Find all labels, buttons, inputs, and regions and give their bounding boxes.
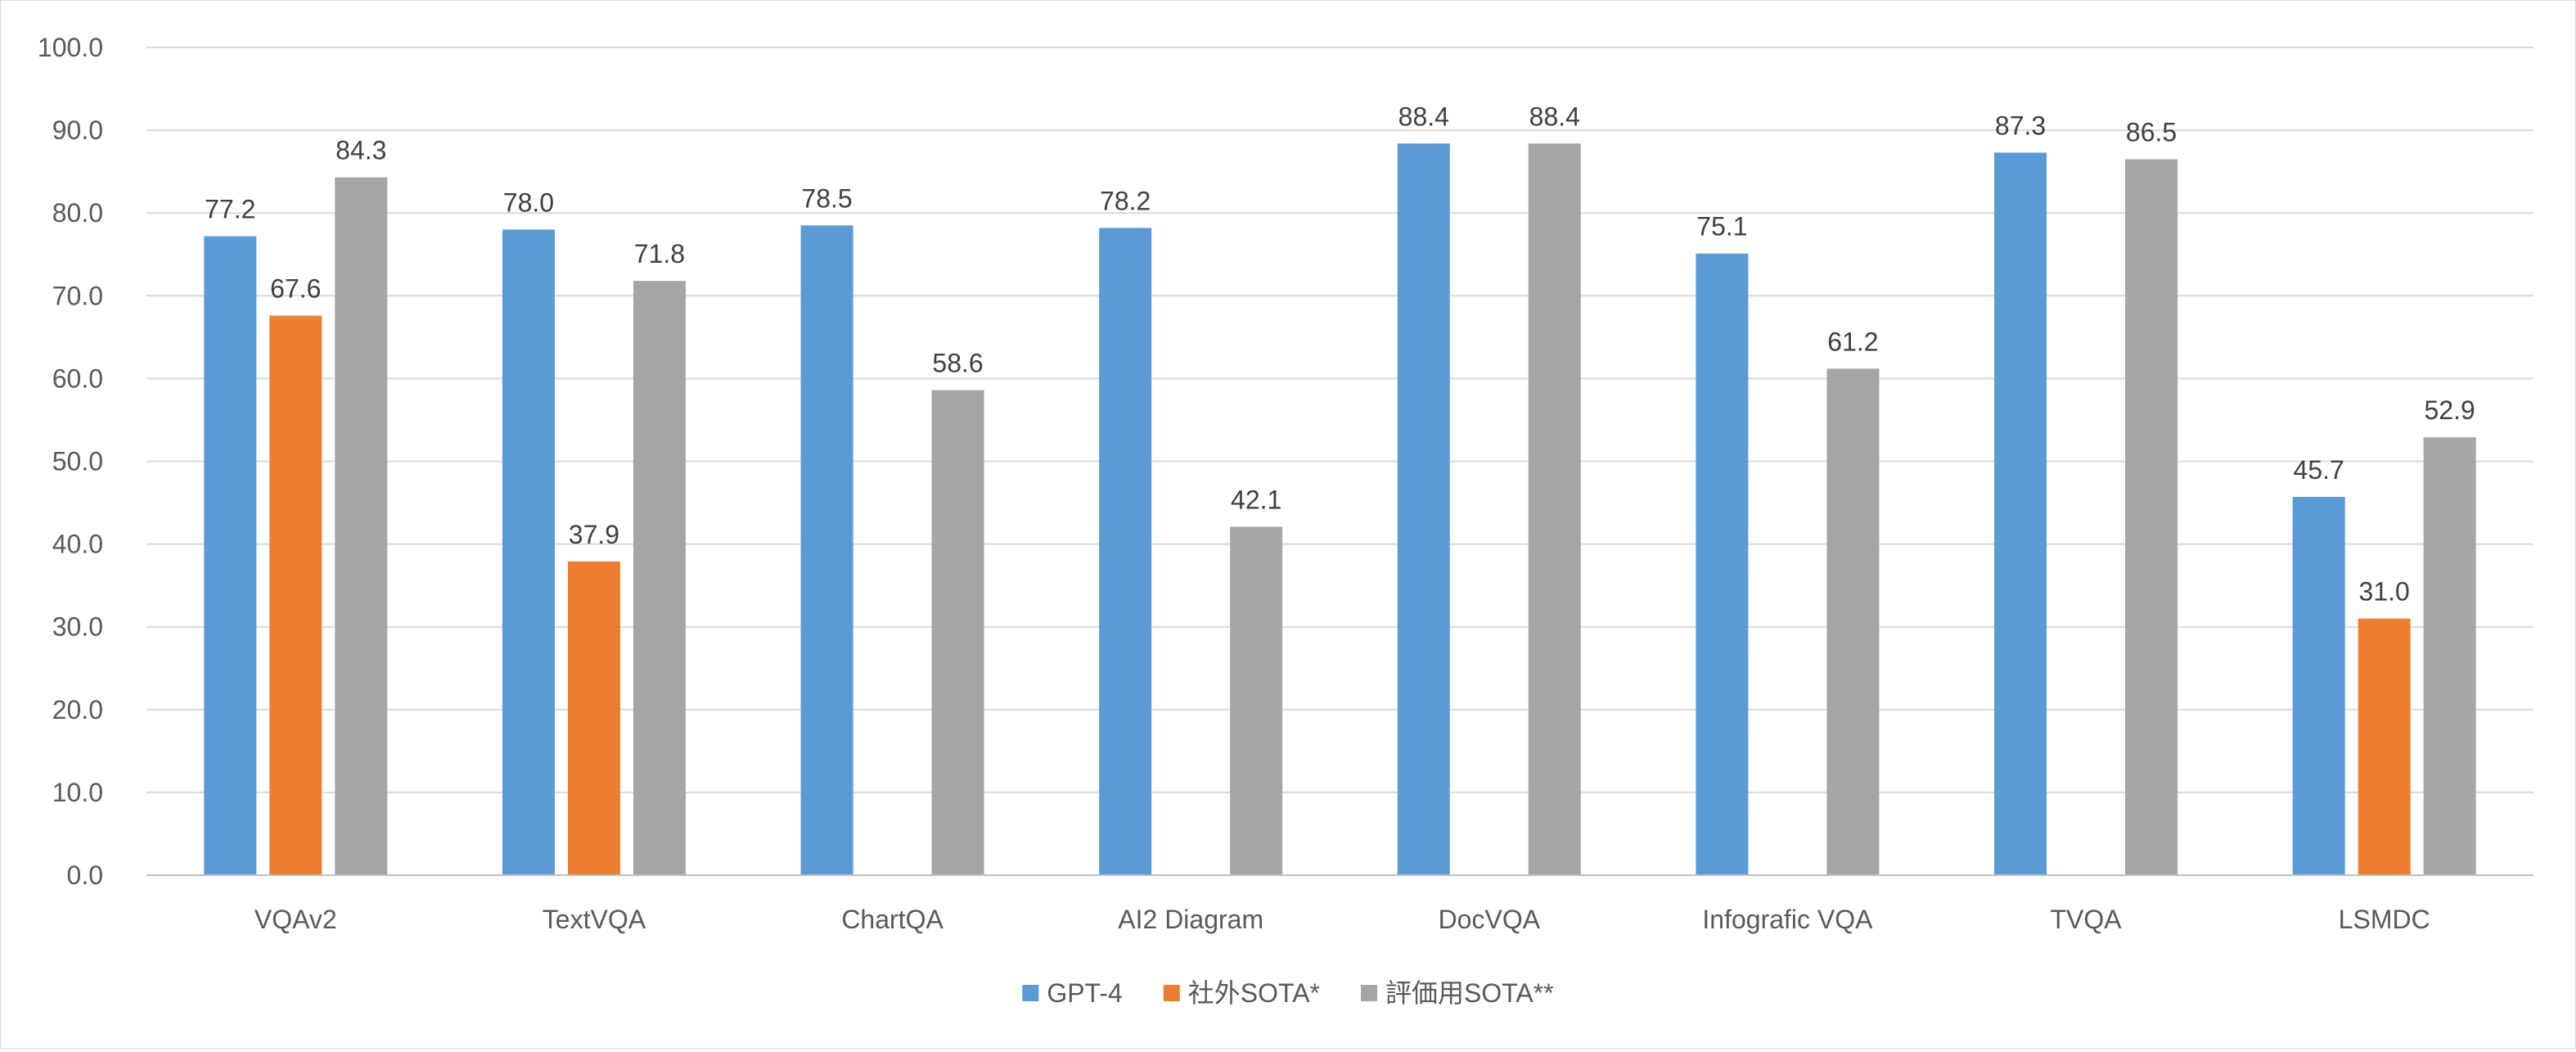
x-tick-label: TVQA <box>2051 905 2123 934</box>
data-label: 88.4 <box>1529 102 1580 131</box>
x-tick-label: Infografic VQA <box>1702 905 1873 934</box>
bar <box>1397 143 1450 875</box>
bar <box>1099 228 1152 875</box>
y-tick-label: 100.0 <box>38 33 103 62</box>
legend-swatch <box>1163 985 1180 1001</box>
x-tick-label: VQAv2 <box>254 905 337 934</box>
bar <box>931 390 984 876</box>
y-tick-label: 80.0 <box>52 198 103 228</box>
bar <box>2125 159 2178 876</box>
bar <box>1528 143 1581 875</box>
y-tick-label: 50.0 <box>52 447 103 476</box>
y-tick-label: 30.0 <box>52 612 103 642</box>
y-tick-label: 90.0 <box>52 115 103 145</box>
bar <box>335 177 388 876</box>
data-label: 67.6 <box>270 274 321 304</box>
bar <box>567 561 620 875</box>
y-axis: 0.0 10.0 20.0 30.0 40.0 50.0 60.0 70.0 80.0 90.0 1… <box>38 33 103 890</box>
data-labels: 77.2 67.6 84.3 78.0 37.9 71.8 78.5 58.6 78.2 42.1… <box>205 102 2475 606</box>
legend-label: 評価用SOTA** <box>1385 978 1554 1008</box>
bar <box>2292 496 2345 875</box>
data-label: 78.5 <box>801 183 852 213</box>
legend-label: 社外SOTA* <box>1188 978 1320 1008</box>
data-label: 88.4 <box>1398 102 1449 131</box>
data-label: 87.3 <box>1995 111 2046 140</box>
bar <box>1826 368 1880 875</box>
x-tick-label: ChartQA <box>841 905 943 934</box>
data-label: 37.9 <box>569 520 619 549</box>
x-tick-label: TextVQA <box>543 905 646 934</box>
data-label: 86.5 <box>2126 117 2177 147</box>
bar <box>2423 437 2476 875</box>
bar <box>269 315 322 876</box>
bar <box>1696 253 1749 875</box>
data-label: 77.2 <box>205 195 255 224</box>
bar <box>1994 152 2047 876</box>
data-label: 84.3 <box>336 136 386 165</box>
bar <box>1230 526 1283 875</box>
y-tick-label: 40.0 <box>52 530 103 559</box>
bar <box>204 236 257 875</box>
data-label: 31.0 <box>2359 577 2410 607</box>
data-label: 78.2 <box>1100 186 1151 215</box>
bars <box>204 143 2476 876</box>
data-label: 45.7 <box>2294 455 2344 485</box>
x-axis: VQAv2 TextVQA ChartQA AI2 Diagram DocVQA Info… <box>146 874 2533 934</box>
bar <box>633 281 686 875</box>
data-label: 61.2 <box>1827 327 1878 356</box>
data-label: 78.0 <box>503 187 554 217</box>
y-tick-label: 60.0 <box>52 363 103 393</box>
legend-swatch <box>1361 985 1378 1001</box>
legend-swatch <box>1022 985 1039 1001</box>
bar <box>800 225 853 875</box>
y-tick-label: 20.0 <box>52 695 103 725</box>
x-tick-label: LSMDC <box>2339 905 2430 934</box>
y-tick-label: 70.0 <box>52 281 103 310</box>
bar <box>2358 618 2411 875</box>
y-tick-label: 10.0 <box>52 778 103 807</box>
legend-label: GPT-4 <box>1047 978 1122 1008</box>
data-label: 71.8 <box>634 239 685 269</box>
bar <box>502 229 555 875</box>
y-tick-label: 0.0 <box>67 860 103 890</box>
data-label: 52.9 <box>2425 395 2475 425</box>
data-label: 58.6 <box>932 349 983 378</box>
data-label: 42.1 <box>1231 485 1281 514</box>
x-tick-label: AI2 Diagram <box>1118 905 1263 934</box>
x-tick-label: DocVQA <box>1439 905 1541 934</box>
data-label: 75.1 <box>1696 212 1747 242</box>
legend: GPT-4 社外SOTA* 評価用SOTA** <box>1022 978 1554 1008</box>
